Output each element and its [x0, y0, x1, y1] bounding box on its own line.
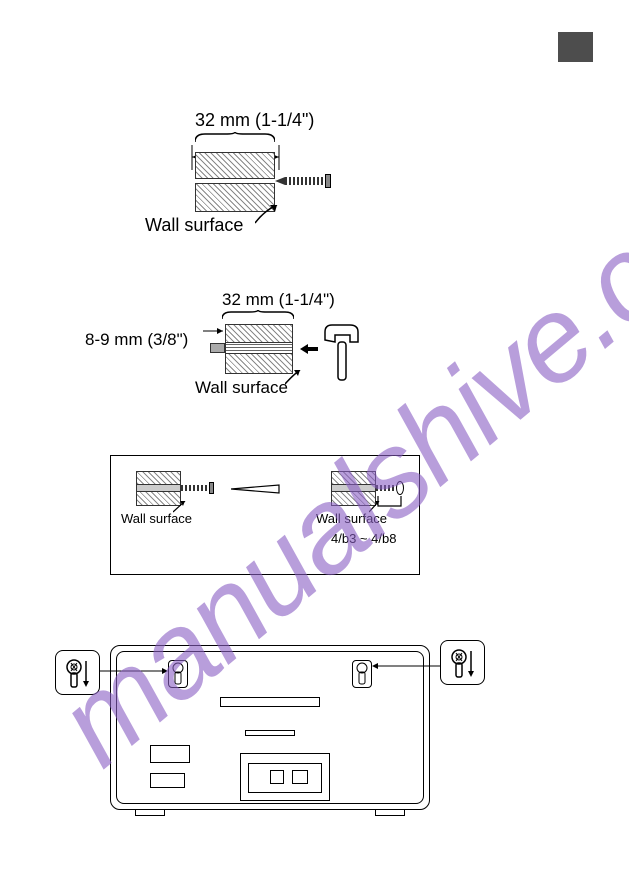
protrusion-label: 8-9 mm (3/8"): [85, 330, 188, 350]
depth-label: 32 mm (1-1/4"): [195, 110, 314, 131]
wall-surface-label-2: Wall surface: [195, 378, 288, 398]
top-corner-tab: [558, 32, 593, 62]
depth-label-2: 32 mm (1-1/4"): [222, 290, 335, 310]
diagram-hammer: 32 mm (1-1/4") 8-9 mm (3/8") Wall surfac…: [85, 280, 425, 410]
keyhole-callout-left: [55, 650, 100, 695]
left-surface-label: Wall surface: [121, 511, 192, 526]
diagram-device-back: [70, 625, 470, 825]
diagram-comparison-box: Wall surface Wall surface 4/b3 ~ 4/b8: [110, 455, 420, 575]
range-label: 4/b3 ~ 4/b8: [331, 531, 396, 546]
diagram-screw-depth: 32 mm (1-1/4") Wall surface: [145, 110, 405, 240]
wall-surface-label: Wall surface: [145, 215, 243, 236]
keyhole-callout-right: [440, 640, 485, 685]
right-surface-label: Wall surface: [316, 511, 387, 526]
